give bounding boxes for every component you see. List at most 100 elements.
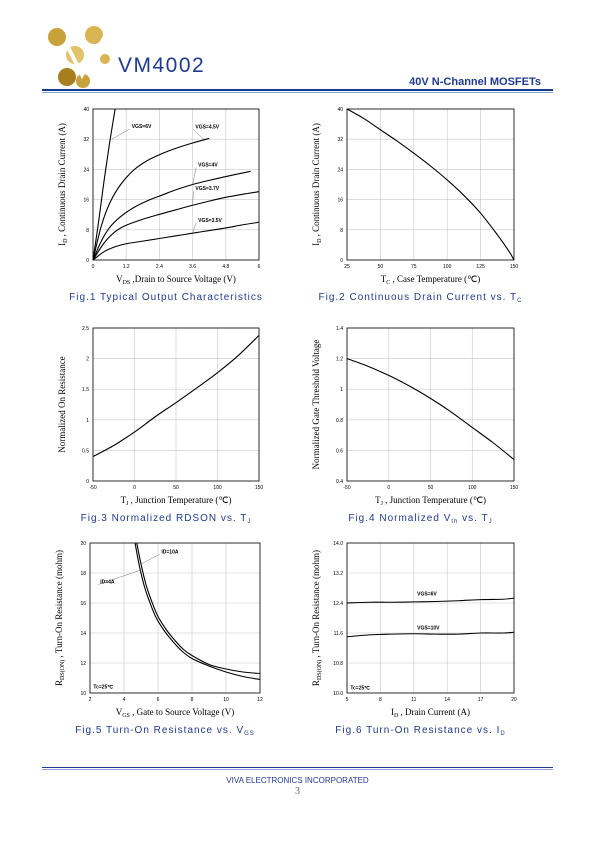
figure-caption: Fig.3 Normalized RDSON vs. TJ [81, 513, 252, 525]
x-tick-label: 2 [89, 697, 92, 703]
y-tick-label: 2 [86, 357, 89, 363]
x-tick-label: 150 [255, 485, 264, 491]
series-line-0 [346, 358, 515, 461]
logo-dot [58, 68, 76, 86]
chart-fig6: 5 8 11 14 17 20 10.0 10.8 11.6 12.4 13.2 14.0 VGS=6V… [311, 541, 517, 737]
y-axis-label: ID , Continuous Drain Current (A) [311, 123, 323, 246]
y-tick-label: 10.0 [333, 691, 343, 697]
y-tick-label: 20 [80, 541, 86, 547]
x-tick-label: 50 [173, 485, 179, 491]
figure-caption: Fig.4 Normalized Vth vs. TJ [348, 513, 492, 525]
series-line-2 [92, 170, 251, 261]
y-tick-label: 2.5 [82, 326, 89, 332]
y-tick-label: 0 [340, 258, 343, 264]
y-axis-label: RDS(ON) , Turn-On Resistance (mohm) [54, 550, 66, 686]
x-tick-label: 14 [444, 697, 450, 703]
y-tick-label: 1.4 [336, 326, 343, 332]
x-tick-label: 75 [411, 264, 417, 270]
x-axis-label: TJ , Junction Temperature (℃) [375, 495, 486, 507]
x-tick-label: 11 [411, 697, 416, 703]
x-axis-label: TJ , Junction Temperature (℃) [121, 495, 232, 507]
plot-frame [92, 108, 260, 261]
x-tick-label: 50 [378, 264, 384, 270]
y-tick-label: 0 [86, 479, 89, 485]
x-tick-label: 125 [476, 264, 485, 270]
y-axis-label: ID , Continuous Drain Current (A) [57, 123, 69, 246]
y-tick-label: 0 [86, 258, 89, 264]
y-tick-label: 32 [83, 137, 89, 143]
page-number: 3 [295, 786, 300, 797]
series-line-0 [346, 597, 515, 604]
annotation-label: Tc=25℃ [350, 684, 370, 691]
plot-frame [346, 108, 515, 261]
header-divider-thin [42, 92, 553, 93]
header-divider [42, 89, 553, 91]
annotation-label: VGS=4V [198, 162, 218, 168]
x-tick-label: 100 [468, 485, 477, 491]
plot-frame [346, 542, 515, 694]
document-subtitle: 40V N-Channel MOSFETs [409, 76, 541, 88]
x-tick-label: 6 [258, 264, 261, 270]
x-tick-label: 0 [92, 264, 95, 270]
annotation-label: VGS=4.5V [195, 125, 219, 131]
x-tick-label: 150 [510, 485, 519, 491]
x-tick-label: 1.2 [123, 264, 130, 270]
chart-fig2: 25 50 75 100 125 150 0 8 16 24 32 40 TC , Case Tempe… [311, 107, 522, 304]
figure-caption: Fig.5 Turn-On Resistance vs. VGS [75, 725, 255, 737]
y-axis-label: RDS(ON) , Turn-On Resistance (mohm) [311, 550, 323, 686]
plot-frame [346, 327, 515, 482]
annotation-label: VGS=6V [132, 124, 152, 130]
x-tick-label: 3.6 [189, 264, 196, 270]
y-tick-label: 0.8 [336, 418, 343, 424]
footer-divider-thin [42, 769, 553, 770]
series-line-1 [346, 631, 515, 638]
annotation-label: VGS=3.7V [195, 186, 219, 192]
chart-fig4: -50 0 50 100 150 0.4 0.6 0.8 1 1.2 1.4 TJ , Junctio… [311, 326, 518, 525]
x-tick-label: 2.4 [156, 264, 163, 270]
series-line-3 [92, 191, 260, 261]
y-axis-label: Normalized Gate Threshold Voltage [311, 340, 321, 470]
y-tick-label: 32 [337, 137, 343, 143]
y-tick-label: 1.2 [336, 357, 343, 363]
y-tick-label: 0.5 [82, 448, 89, 454]
y-tick-label: 11.6 [334, 631, 344, 637]
series-line-0 [92, 334, 260, 458]
x-tick-label: 8 [379, 697, 382, 703]
y-tick-label: 24 [83, 167, 89, 173]
x-tick-label: 17 [478, 697, 484, 703]
brand-name: VM4002 [118, 54, 206, 77]
y-tick-label: 40 [83, 107, 89, 113]
y-tick-label: 8 [340, 228, 343, 234]
x-tick-label: -50 [89, 485, 96, 491]
logo-swoosh [65, 31, 109, 80]
chart-fig5: 2 4 6 8 10 12 10 12 14 16 18 20 ID=10A ID=4A Tc=25℃ VGS… [54, 541, 263, 737]
annotation-leader [140, 554, 160, 565]
logo-dot [100, 54, 110, 64]
figure-caption: Fig.6 Turn-On Resistance vs. ID [335, 725, 505, 737]
annotation-leader [192, 190, 194, 206]
x-axis-label: VDS ,Drain to Source Voltage (V) [116, 274, 236, 286]
annotation-leader [111, 128, 130, 140]
footer-company: VIVA ELECTRONICS INCORPORATED [226, 776, 369, 785]
series-line-4 [92, 221, 260, 261]
y-tick-label: 1 [340, 387, 343, 393]
x-tick-label: 4.8 [222, 264, 229, 270]
y-tick-label: 40 [337, 107, 343, 113]
y-tick-label: 10.8 [333, 661, 343, 667]
x-tick-label: 12 [257, 697, 263, 703]
logo-dot [48, 28, 66, 46]
y-tick-label: 24 [337, 167, 343, 173]
x-tick-label: 25 [344, 264, 350, 270]
annotation-leader [192, 167, 197, 185]
x-tick-label: 20 [511, 697, 517, 703]
x-tick-label: 5 [346, 697, 349, 703]
x-tick-label: 0 [133, 485, 136, 491]
y-tick-label: 12 [80, 661, 86, 667]
y-tick-label: 13.2 [333, 571, 343, 577]
x-tick-label: 4 [123, 697, 126, 703]
x-tick-label: 0 [387, 485, 390, 491]
x-tick-label: 50 [428, 485, 434, 491]
y-tick-label: 10 [80, 691, 86, 697]
